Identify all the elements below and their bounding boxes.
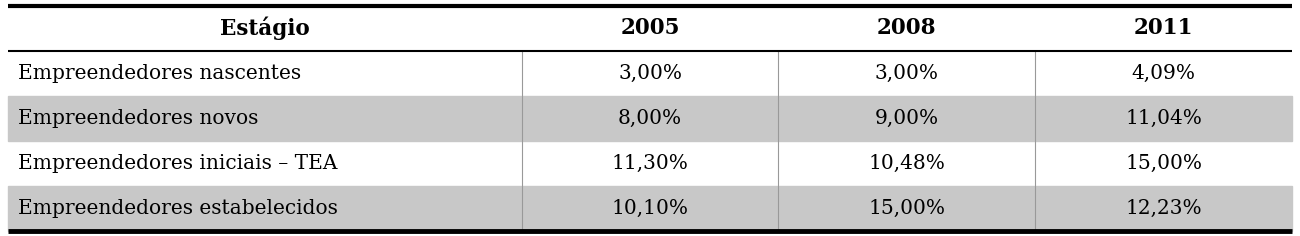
Text: 2008: 2008 <box>878 17 936 39</box>
Text: Empreendedores estabelecidos: Empreendedores estabelecidos <box>18 199 338 218</box>
Text: 11,30%: 11,30% <box>611 154 689 173</box>
Text: 15,00%: 15,00% <box>868 199 945 218</box>
Text: 2011: 2011 <box>1134 17 1193 39</box>
Text: 10,48%: 10,48% <box>868 154 945 173</box>
Text: Empreendedores novos: Empreendedores novos <box>18 109 259 128</box>
Bar <box>8 186 1292 231</box>
Text: 15,00%: 15,00% <box>1124 154 1202 173</box>
Text: 9,00%: 9,00% <box>875 109 939 128</box>
Bar <box>8 96 1292 141</box>
Text: Empreendedores nascentes: Empreendedores nascentes <box>18 64 302 83</box>
Text: 10,10%: 10,10% <box>611 199 689 218</box>
Text: Empreendedores iniciais – TEA: Empreendedores iniciais – TEA <box>18 154 338 173</box>
Text: 3,00%: 3,00% <box>618 64 682 83</box>
Text: Estágio: Estágio <box>220 17 309 40</box>
Text: 2005: 2005 <box>620 17 680 39</box>
Text: 4,09%: 4,09% <box>1131 64 1196 83</box>
Text: 11,04%: 11,04% <box>1126 109 1202 128</box>
Text: 8,00%: 8,00% <box>618 109 682 128</box>
Text: 3,00%: 3,00% <box>875 64 939 83</box>
Text: 12,23%: 12,23% <box>1126 199 1202 218</box>
